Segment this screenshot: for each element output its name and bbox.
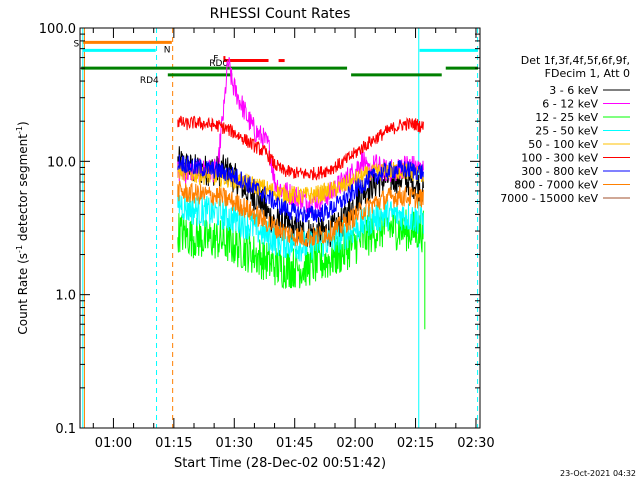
series-lines <box>177 57 426 330</box>
legend-label-0: 3 - 6 keV <box>549 84 598 97</box>
y-axis-label-part2: detector segment <box>16 134 30 245</box>
legend-label-1: 6 - 12 keV <box>542 98 598 111</box>
legend-header-line1: Det 1f,3f,4f,5f,6f,9f, <box>521 54 630 67</box>
y-axis-label-part3: ) <box>16 121 30 126</box>
series-line-2 <box>177 206 424 290</box>
legend-label-7: 800 - 7000 keV <box>514 179 598 192</box>
legend-label-3: 25 - 50 keV <box>535 125 598 138</box>
x-tick-label: 01:30 <box>216 436 253 451</box>
legend-label-5: 100 - 300 keV <box>521 152 598 165</box>
x-tick-label: 02:15 <box>397 436 434 451</box>
x-tick-label: 01:15 <box>155 436 192 451</box>
marker-lines <box>82 28 479 428</box>
y-axis-label-sup1: -1 <box>15 245 24 253</box>
x-axis-label: Start Time (28-Dec-02 00:51:42) <box>174 456 386 471</box>
status-bar-label-0: S <box>74 39 80 49</box>
y-tick-label: 10.0 <box>47 155 76 170</box>
y-axis-label: Count Rate (s-1 detector segment-1) <box>15 121 30 334</box>
y-tick-label: 100.0 <box>39 22 76 37</box>
series-line-6 <box>177 154 424 223</box>
legend-label-6: 300 - 800 keV <box>521 165 598 178</box>
y-axis-label-sup2: -1 <box>15 126 24 134</box>
status-bar-label-2: F <box>213 55 218 65</box>
x-tick-label: 02:00 <box>336 436 373 451</box>
axes: 100.0 10.0 1.0 0.1 01:00 01:15 01:30 01:45 02:00… <box>39 22 495 451</box>
series-line-5 <box>177 115 424 181</box>
series-line-7 <box>177 180 424 247</box>
legend-label-8: 7000 - 15000 keV <box>500 192 598 205</box>
x-tick-label: 02:30 <box>457 436 494 451</box>
legend-label-2: 12 - 25 keV <box>535 111 598 124</box>
x-tick-label: 01:00 <box>95 436 132 451</box>
series-line-3 <box>177 189 424 262</box>
y-tick-label: 0.1 <box>55 422 76 437</box>
footer-timestamp: 23-Oct-2021 04:32 <box>560 469 636 478</box>
legend: Det 1f,3f,4f,5f,6f,9f, FDecim 1, Att 0 3… <box>500 54 630 205</box>
status-bar-label-6: RD0 <box>209 59 228 69</box>
y-tick-label: 1.0 <box>55 289 76 304</box>
legend-header-line2: FDecim 1, Att 0 <box>545 67 630 80</box>
legend-label-4: 50 - 100 keV <box>528 138 598 151</box>
status-bar-label-7: RD4 <box>140 76 159 86</box>
chart-title: RHESSI Count Rates <box>210 6 351 22</box>
status-bar-label-1: N <box>164 45 171 55</box>
y-axis-label-part1: Count Rate (s <box>16 253 30 335</box>
plot-frame <box>79 27 481 429</box>
x-tick-label: 01:45 <box>276 436 313 451</box>
